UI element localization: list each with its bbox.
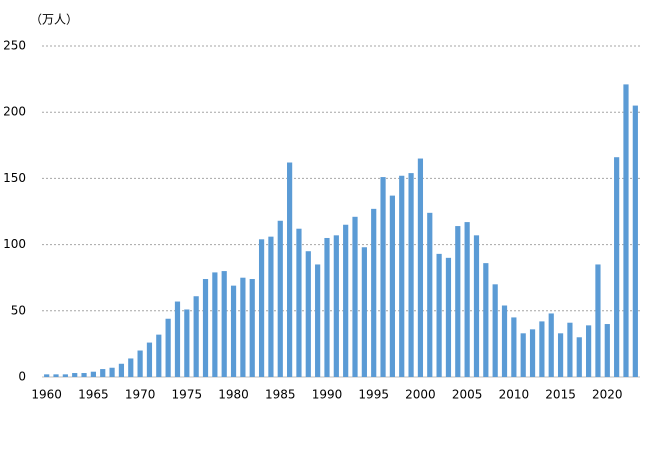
x-tick-label: 1990 [312, 388, 343, 402]
x-tick-label: 2020 [592, 388, 623, 402]
x-tick-label: 2005 [452, 388, 483, 402]
bar [287, 162, 293, 377]
x-tick-label: 1960 [31, 388, 62, 402]
bar [445, 257, 452, 377]
x-tick-label: 2015 [545, 388, 576, 402]
bar [230, 285, 237, 377]
x-tick-label: 1965 [78, 388, 109, 402]
y-tick-label: 50 [11, 303, 26, 317]
bar [548, 313, 554, 377]
x-tick-label: 2010 [499, 388, 530, 402]
bar [240, 277, 246, 377]
bar [72, 373, 78, 377]
bar [501, 305, 508, 377]
bar [539, 321, 545, 377]
bar [324, 237, 330, 377]
bar [623, 84, 629, 378]
bar [464, 222, 470, 377]
bar [296, 228, 302, 377]
bar [389, 195, 395, 377]
bar [146, 342, 153, 377]
bar [109, 367, 115, 377]
bar [483, 263, 489, 377]
bar [202, 279, 209, 377]
bar [576, 337, 582, 377]
bar [165, 318, 171, 377]
bar [268, 236, 274, 377]
bar [604, 324, 610, 377]
bar [62, 374, 68, 377]
bar [595, 264, 601, 377]
bar [455, 226, 461, 377]
bar [305, 251, 311, 377]
bar [632, 105, 638, 377]
bar [361, 247, 367, 377]
bar [520, 333, 526, 377]
bar [249, 279, 255, 377]
bar [44, 374, 50, 377]
x-tick-label: 2000 [405, 388, 436, 402]
bar [333, 235, 339, 377]
x-tick-label: 1975 [172, 388, 203, 402]
bar [90, 371, 96, 377]
bar [511, 317, 517, 377]
bar [436, 253, 442, 377]
bar [212, 272, 218, 377]
bar [174, 301, 181, 377]
bar [417, 158, 424, 377]
y-tick-label: 200 [3, 105, 26, 119]
x-tick-label: 1970 [125, 388, 156, 402]
y-tick-label: 100 [3, 237, 26, 251]
bar [614, 157, 620, 377]
bar [100, 369, 106, 377]
bar [586, 325, 592, 377]
y-tick-label: 250 [3, 39, 26, 53]
bar [399, 175, 405, 377]
x-tick-label: 1985 [265, 388, 296, 402]
y-tick-label: 0 [18, 370, 26, 384]
bar [371, 208, 377, 377]
y-axis-unit: （万人） [30, 13, 78, 27]
y-tick-label: 150 [3, 171, 26, 185]
bar [352, 216, 358, 377]
bar [492, 284, 498, 377]
bar [567, 322, 573, 377]
bar [128, 358, 134, 377]
bar [473, 235, 480, 377]
bar [53, 374, 59, 377]
bar [221, 271, 227, 377]
bar [193, 296, 199, 377]
bar [184, 309, 190, 377]
bar [427, 212, 433, 377]
bar [277, 220, 283, 377]
bar [380, 177, 386, 377]
x-tick-label: 1995 [358, 388, 389, 402]
bar [81, 373, 87, 377]
bar [408, 173, 414, 377]
bar [156, 334, 162, 377]
bar [118, 363, 125, 377]
x-tick-label: 1980 [218, 388, 249, 402]
bar [137, 350, 143, 377]
bar [315, 264, 321, 377]
bar [258, 239, 265, 377]
bar [343, 224, 349, 377]
bar [529, 329, 536, 377]
bar [557, 333, 564, 377]
